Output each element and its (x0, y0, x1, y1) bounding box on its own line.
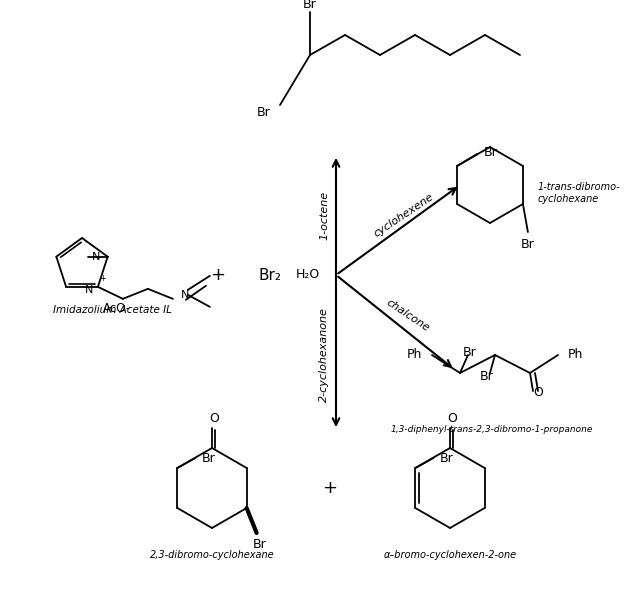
Text: N: N (92, 252, 100, 261)
Text: 1-octene: 1-octene (319, 191, 329, 239)
Text: +: + (323, 479, 337, 497)
Text: N: N (181, 290, 189, 300)
Text: O: O (447, 412, 457, 425)
Text: +: + (211, 266, 225, 284)
Text: N: N (84, 285, 93, 295)
Text: 2-cyclohexanone: 2-cyclohexanone (319, 308, 329, 403)
Text: 1,3-diphenyl-trans-2,3-dibromo-1-propanone: 1,3-diphenyl-trans-2,3-dibromo-1-propano… (391, 425, 593, 434)
Text: 2,3-dibromo-cyclohexane: 2,3-dibromo-cyclohexane (149, 550, 274, 560)
Text: O: O (533, 387, 543, 400)
Text: Ph: Ph (406, 349, 422, 362)
Text: cyclohexene: cyclohexene (372, 191, 436, 239)
Text: Br: Br (252, 539, 267, 551)
Text: AcO-: AcO- (103, 302, 131, 315)
Text: Imidazolium Acetate IL: Imidazolium Acetate IL (53, 305, 171, 315)
Text: α–bromo-cyclohexen-2-one: α–bromo-cyclohexen-2-one (383, 550, 516, 560)
Text: Br: Br (303, 0, 317, 11)
Text: Br: Br (257, 106, 271, 119)
Text: Br: Br (439, 451, 453, 465)
Text: Br: Br (480, 371, 494, 384)
Text: Br: Br (521, 238, 535, 251)
Text: Ph: Ph (568, 349, 583, 362)
Text: Br₂: Br₂ (258, 267, 281, 283)
Text: 1-trans-dibromo-
cyclohexane: 1-trans-dibromo- cyclohexane (538, 182, 621, 204)
Text: Br: Br (202, 451, 215, 465)
Text: +: + (99, 274, 106, 283)
Text: O: O (209, 412, 219, 425)
Text: chalcone: chalcone (384, 297, 431, 333)
Text: H₂O: H₂O (296, 268, 320, 282)
Text: Br: Br (484, 146, 498, 159)
Text: Br: Br (463, 346, 477, 359)
